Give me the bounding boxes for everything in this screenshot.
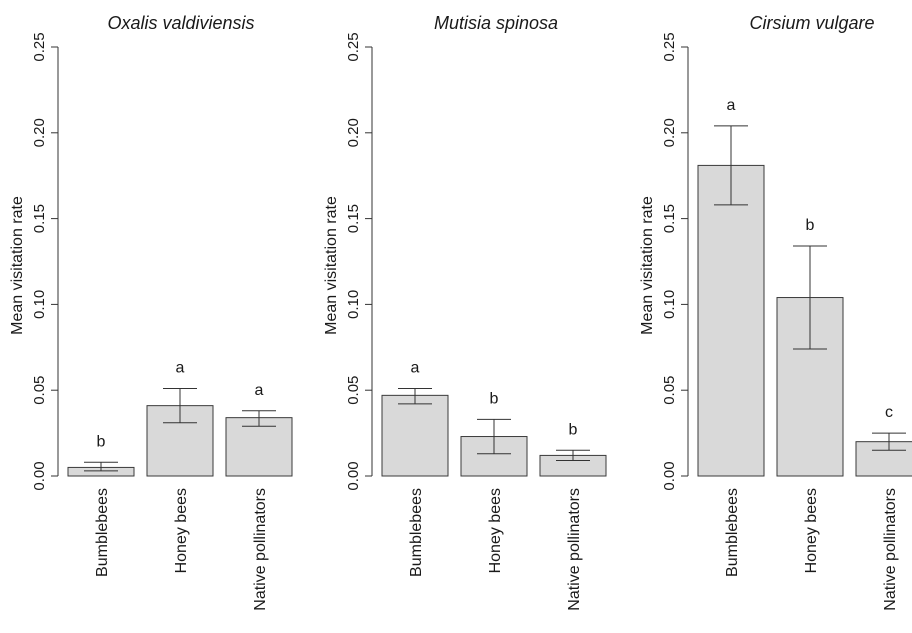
y-tick-label-2-3: 0.15 <box>661 204 678 233</box>
y-tick-label-1-3: 0.15 <box>345 204 362 233</box>
y-tick-label-1-5: 0.25 <box>345 32 362 61</box>
significance-letter-1-2: b <box>569 421 578 438</box>
significance-letter-2-0: a <box>727 97 736 114</box>
bar-2-2 <box>855 441 912 477</box>
significance-letter-1-0: a <box>411 359 420 376</box>
chart-title-2: Cirsium vulgare <box>749 13 874 33</box>
y-tick-label-0-2: 0.10 <box>31 290 48 319</box>
category-label-0-0: Bumblebees <box>94 488 111 577</box>
significance-letter-1-1: b <box>490 390 499 407</box>
y-tick-label-2-4: 0.20 <box>661 118 678 147</box>
y-tick-label-0-5: 0.25 <box>31 32 48 61</box>
y-tick-label-1-1: 0.05 <box>345 376 362 405</box>
y-tick-label-2-2: 0.10 <box>661 290 678 319</box>
category-label-2-1: Honey bees <box>803 488 820 573</box>
y-axis-label-0: Mean visitation rate <box>9 196 26 335</box>
category-label-1-2: Native pollinators <box>566 488 583 611</box>
significance-letter-0-2: a <box>255 382 264 399</box>
category-label-2-0: Bumblebees <box>724 488 741 577</box>
y-tick-label-0-1: 0.05 <box>31 376 48 405</box>
significance-letter-2-2: c <box>885 404 893 421</box>
y-tick-label-1-0: 0.00 <box>345 461 362 490</box>
significance-letter-0-0: b <box>97 433 106 450</box>
chart-title-0: Oxalis valdiviensis <box>107 13 254 33</box>
significance-letter-0-1: a <box>176 359 185 376</box>
category-label-2-2: Native pollinators <box>882 488 899 611</box>
category-label-0-1: Honey bees <box>173 488 190 573</box>
category-label-1-1: Honey bees <box>487 488 504 573</box>
category-label-0-2: Native pollinators <box>252 488 269 611</box>
y-axis-label-2: Mean visitation rate <box>639 196 656 335</box>
y-tick-label-1-2: 0.10 <box>345 290 362 319</box>
y-tick-label-1-4: 0.20 <box>345 118 362 147</box>
bar-1-0 <box>381 394 449 477</box>
y-tick-label-2-1: 0.05 <box>661 376 678 405</box>
bar-2-0 <box>697 164 765 477</box>
y-tick-label-0-4: 0.20 <box>31 118 48 147</box>
significance-letter-2-1: b <box>806 217 815 234</box>
y-tick-label-2-5: 0.25 <box>661 32 678 61</box>
y-tick-label-0-0: 0.00 <box>31 461 48 490</box>
y-tick-label-0-3: 0.15 <box>31 204 48 233</box>
category-label-1-0: Bumblebees <box>408 488 425 577</box>
y-tick-label-2-0: 0.00 <box>661 461 678 490</box>
y-axis-label-1: Mean visitation rate <box>323 196 340 335</box>
chart-title-1: Mutisia spinosa <box>434 13 558 33</box>
